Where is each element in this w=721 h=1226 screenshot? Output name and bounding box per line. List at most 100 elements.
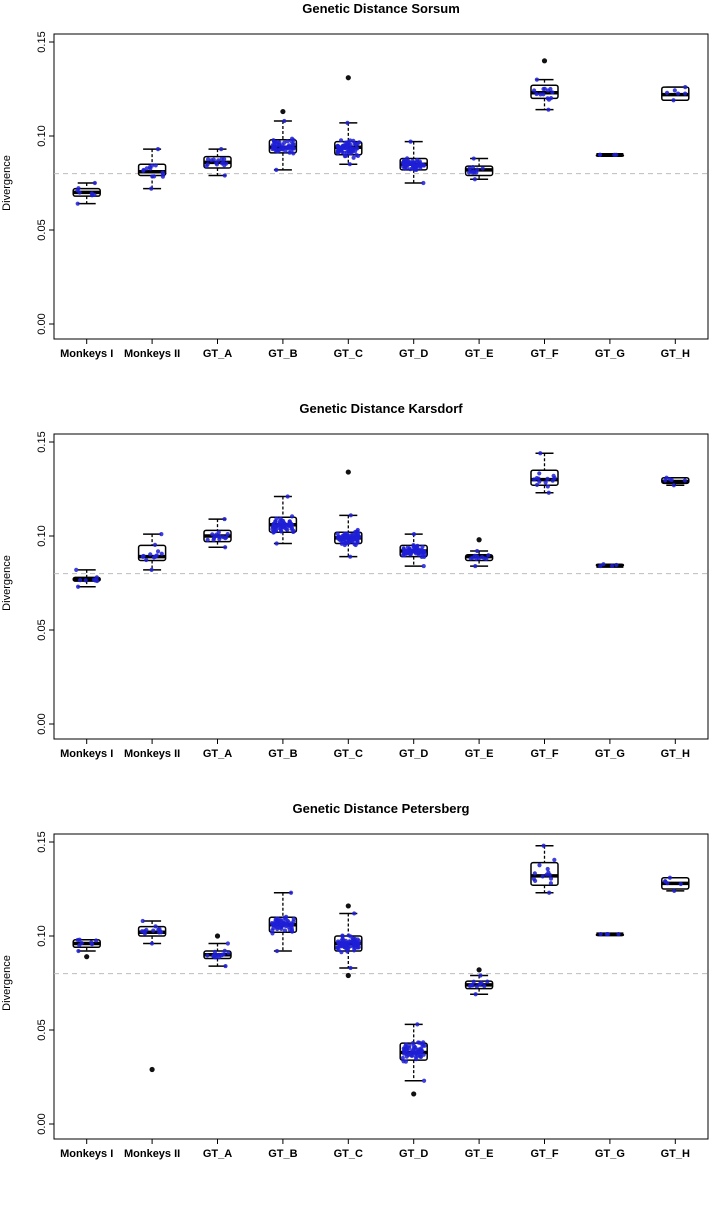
sample-point [335, 535, 340, 540]
sample-point [350, 937, 356, 942]
sample-point [550, 90, 555, 95]
y-tick-label: 0.05 [36, 219, 48, 240]
y-axis-label: Divergence [1, 155, 13, 211]
sample-point [672, 888, 677, 893]
sample-point [405, 549, 410, 554]
x-tick-label: GT_B [268, 1148, 297, 1160]
sample-point [534, 77, 539, 82]
sample-point [205, 537, 210, 543]
sample-point [277, 922, 282, 927]
y-tick-label: 0.05 [36, 619, 48, 640]
x-tick-label: Monkeys II [124, 748, 180, 760]
sample-point [408, 139, 413, 144]
sample-point [404, 162, 409, 168]
x-tick-label: GT_A [203, 348, 232, 360]
sample-point [545, 866, 550, 872]
sample-point [282, 915, 287, 920]
sample-point [352, 943, 357, 948]
sample-point [350, 533, 355, 538]
sample-point [598, 932, 603, 937]
sample-point [548, 86, 553, 92]
sample-point [339, 146, 344, 151]
sample-point [160, 174, 166, 179]
x-tick-label: GT_F [530, 348, 558, 360]
sample-point [415, 1022, 420, 1027]
sample-point [421, 1040, 426, 1045]
sample-point [92, 180, 97, 186]
y-tick-label: 0.05 [36, 1019, 48, 1040]
sample-point [343, 535, 348, 540]
outlier-point [476, 537, 482, 543]
sample-point [597, 152, 603, 157]
sample-point [291, 138, 296, 143]
x-tick-label: GT_G [595, 1148, 625, 1160]
sample-point [482, 984, 487, 989]
sample-point [291, 529, 296, 535]
sample-point [149, 941, 155, 946]
box-gt_f [530, 843, 559, 895]
sample-point [79, 940, 84, 946]
sample-point [155, 549, 161, 554]
sample-point [274, 167, 279, 172]
sample-point [223, 545, 228, 550]
plot-frame [53, 33, 709, 340]
sample-point [664, 90, 670, 95]
y-tick-label: 0.10 [36, 125, 48, 146]
box-gt_b [268, 890, 298, 954]
sample-point [347, 148, 352, 153]
sample-point [75, 201, 80, 206]
sample-point [470, 165, 476, 170]
sample-point [78, 577, 83, 583]
x-tick-label: GT_C [334, 348, 363, 360]
sample-point [671, 98, 676, 103]
box-monkeys-i [72, 180, 101, 206]
sample-point [348, 513, 353, 518]
sample-point [413, 1054, 418, 1059]
sample-point [409, 1053, 414, 1058]
x-tick-label: GT_E [465, 348, 494, 360]
sample-point [422, 552, 427, 557]
sample-point [420, 544, 425, 549]
sample-point [288, 890, 294, 895]
sample-point [356, 938, 362, 944]
sample-point [339, 950, 344, 955]
sample-point [341, 938, 346, 943]
sample-point [480, 166, 485, 171]
sample-point [218, 534, 223, 539]
sample-point [140, 918, 145, 924]
sample-point [275, 916, 280, 921]
box-monkeys-ii [137, 918, 167, 1073]
box-gt_h [661, 475, 690, 488]
sample-point [274, 948, 280, 954]
chart-panel-petersberg: Genetic Distance Petersberg 0.00 0.05 0.10 0… [0, 800, 721, 1200]
sample-point [270, 931, 275, 936]
sample-point [92, 192, 97, 198]
sample-point [471, 156, 476, 161]
sample-point [417, 1054, 423, 1059]
sample-point [153, 163, 158, 168]
sample-point [417, 163, 423, 168]
sample-point [222, 173, 227, 178]
sample-point [474, 984, 480, 989]
sample-point [421, 180, 426, 186]
x-tick-label: GT_B [268, 748, 297, 760]
sample-point [538, 451, 543, 456]
outlier-point [280, 108, 286, 115]
sample-point [289, 921, 294, 926]
x-tick-label: Monkeys I [60, 748, 113, 760]
sample-point [205, 953, 210, 958]
sample-point [76, 948, 81, 954]
x-tick-label: GT_H [661, 348, 690, 360]
sample-point [74, 567, 79, 572]
sample-point [285, 494, 290, 499]
sample-point [77, 190, 82, 195]
sample-point [475, 554, 480, 559]
x-tick-label: Monkeys I [60, 1148, 113, 1160]
sample-point [473, 992, 478, 997]
sample-point [671, 483, 676, 488]
sample-point [75, 584, 81, 589]
sample-point [601, 562, 606, 567]
sample-point [548, 876, 554, 881]
box-gt_d [399, 1022, 428, 1097]
sample-point [683, 85, 688, 90]
